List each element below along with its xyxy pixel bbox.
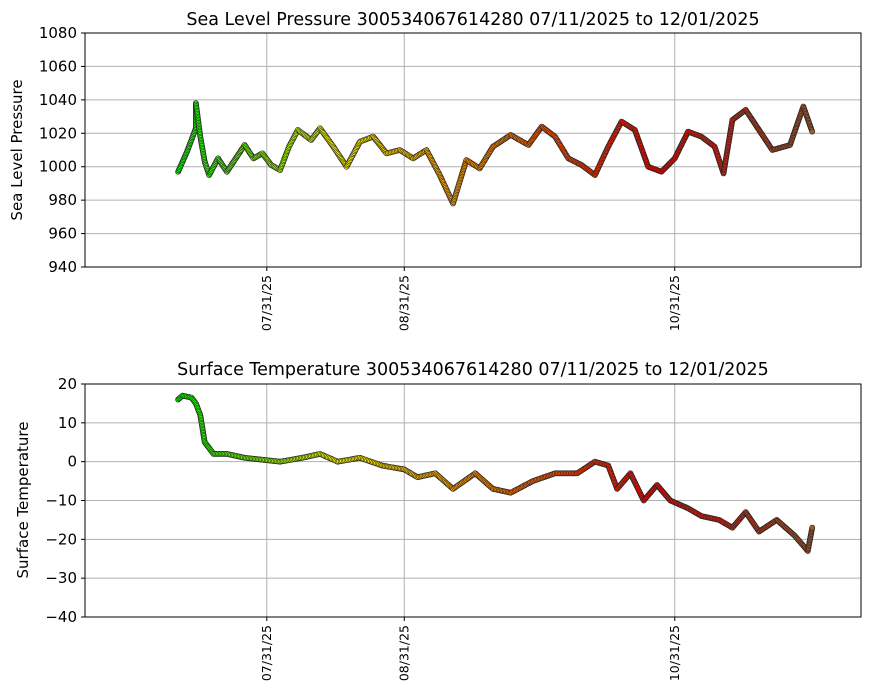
temperature-x-tick-label: 10/31/25 bbox=[667, 625, 682, 681]
temperature-y-tick-label: −10 bbox=[45, 492, 77, 510]
pressure-x-ticks: 07/31/25 08/31/25 10/31/25 bbox=[259, 267, 682, 331]
temperature-y-tick-label: 0 bbox=[67, 453, 77, 471]
temperature-points bbox=[175, 392, 816, 554]
pressure-y-tick-label: 940 bbox=[48, 258, 77, 276]
pressure-x-tick-label: 07/31/25 bbox=[259, 275, 274, 331]
pressure-y-tick-label: 1040 bbox=[39, 91, 77, 109]
temperature-y-tick-label: −20 bbox=[45, 530, 77, 548]
pressure-x-tick-label: 08/31/25 bbox=[396, 275, 411, 331]
pressure-y-tick-label: 1020 bbox=[39, 124, 77, 142]
pressure-y-tick-label: 1080 bbox=[39, 24, 77, 42]
pressure-y-tick-label: 980 bbox=[48, 191, 77, 209]
pressure-panel: Sea Level Pressure 300534067614280 07/11… bbox=[8, 10, 862, 331]
temperature-y-axis-label: Surface Temperature bbox=[14, 422, 32, 579]
pressure-y-ticks: 940 960 980 1000 1020 1040 1060 1080 bbox=[39, 24, 85, 276]
pressure-chart-title: Sea Level Pressure 300534067614280 07/11… bbox=[186, 10, 759, 30]
temperature-data-point bbox=[809, 524, 816, 531]
pressure-points bbox=[175, 100, 816, 207]
temperature-x-tick-label: 08/31/25 bbox=[396, 625, 411, 681]
pressure-y-axis-label: Sea Level Pressure bbox=[8, 79, 26, 220]
temperature-y-tick-label: −30 bbox=[45, 569, 77, 587]
temperature-y-ticks: −40 −30 −20 −10 0 10 20 bbox=[45, 375, 85, 626]
pressure-y-tick-label: 1060 bbox=[39, 57, 77, 75]
pressure-y-tick-label: 960 bbox=[48, 225, 77, 243]
temperature-chart-title: Surface Temperature 300534067614280 07/1… bbox=[177, 360, 769, 380]
pressure-x-tick-label: 10/31/25 bbox=[667, 275, 682, 331]
temperature-y-tick-label: 10 bbox=[58, 414, 77, 432]
pressure-y-tick-label: 1000 bbox=[39, 158, 77, 176]
temperature-y-tick-label: 20 bbox=[58, 375, 77, 393]
temperature-y-tick-label: −40 bbox=[45, 608, 77, 626]
temperature-x-ticks: 07/31/25 08/31/25 10/31/25 bbox=[259, 617, 682, 681]
pressure-data-point bbox=[809, 128, 816, 135]
temperature-panel: Surface Temperature 300534067614280 07/1… bbox=[14, 360, 862, 681]
temperature-x-tick-label: 07/31/25 bbox=[259, 625, 274, 681]
pressure-plot-frame bbox=[84, 32, 862, 268]
